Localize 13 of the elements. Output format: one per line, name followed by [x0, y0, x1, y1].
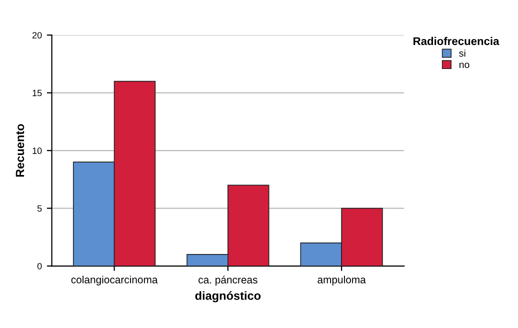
y-tick-label: 15	[32, 90, 42, 96]
x-tick-label: colangiocarcinoma	[71, 276, 158, 286]
x-axis-title: diagnóstico	[195, 291, 261, 302]
y-tick-label: 10	[32, 148, 42, 154]
y-tick-label: 5	[37, 205, 42, 212]
y-axis-title: Recuento	[16, 124, 24, 177]
y-tick-label: 0	[37, 262, 42, 270]
x-tick-label: ca. páncreas	[198, 276, 258, 286]
y-tick-label: 20	[32, 32, 42, 38]
legend-label: si	[459, 50, 466, 57]
legend-label: no	[460, 62, 470, 68]
x-tick-label: ampuloma	[318, 276, 366, 286]
legend-title: Radiofrecuencia	[414, 36, 500, 46]
